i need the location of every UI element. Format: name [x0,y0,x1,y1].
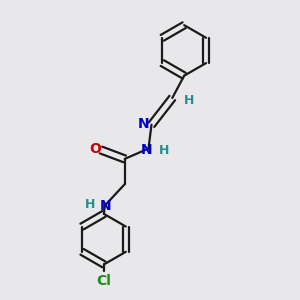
Text: H: H [159,144,169,157]
Text: O: O [89,142,101,156]
Text: Cl: Cl [97,274,111,288]
Text: H: H [184,94,194,107]
Text: N: N [141,143,153,157]
Text: N: N [137,117,149,131]
Text: N: N [100,199,112,213]
Text: H: H [85,198,96,211]
